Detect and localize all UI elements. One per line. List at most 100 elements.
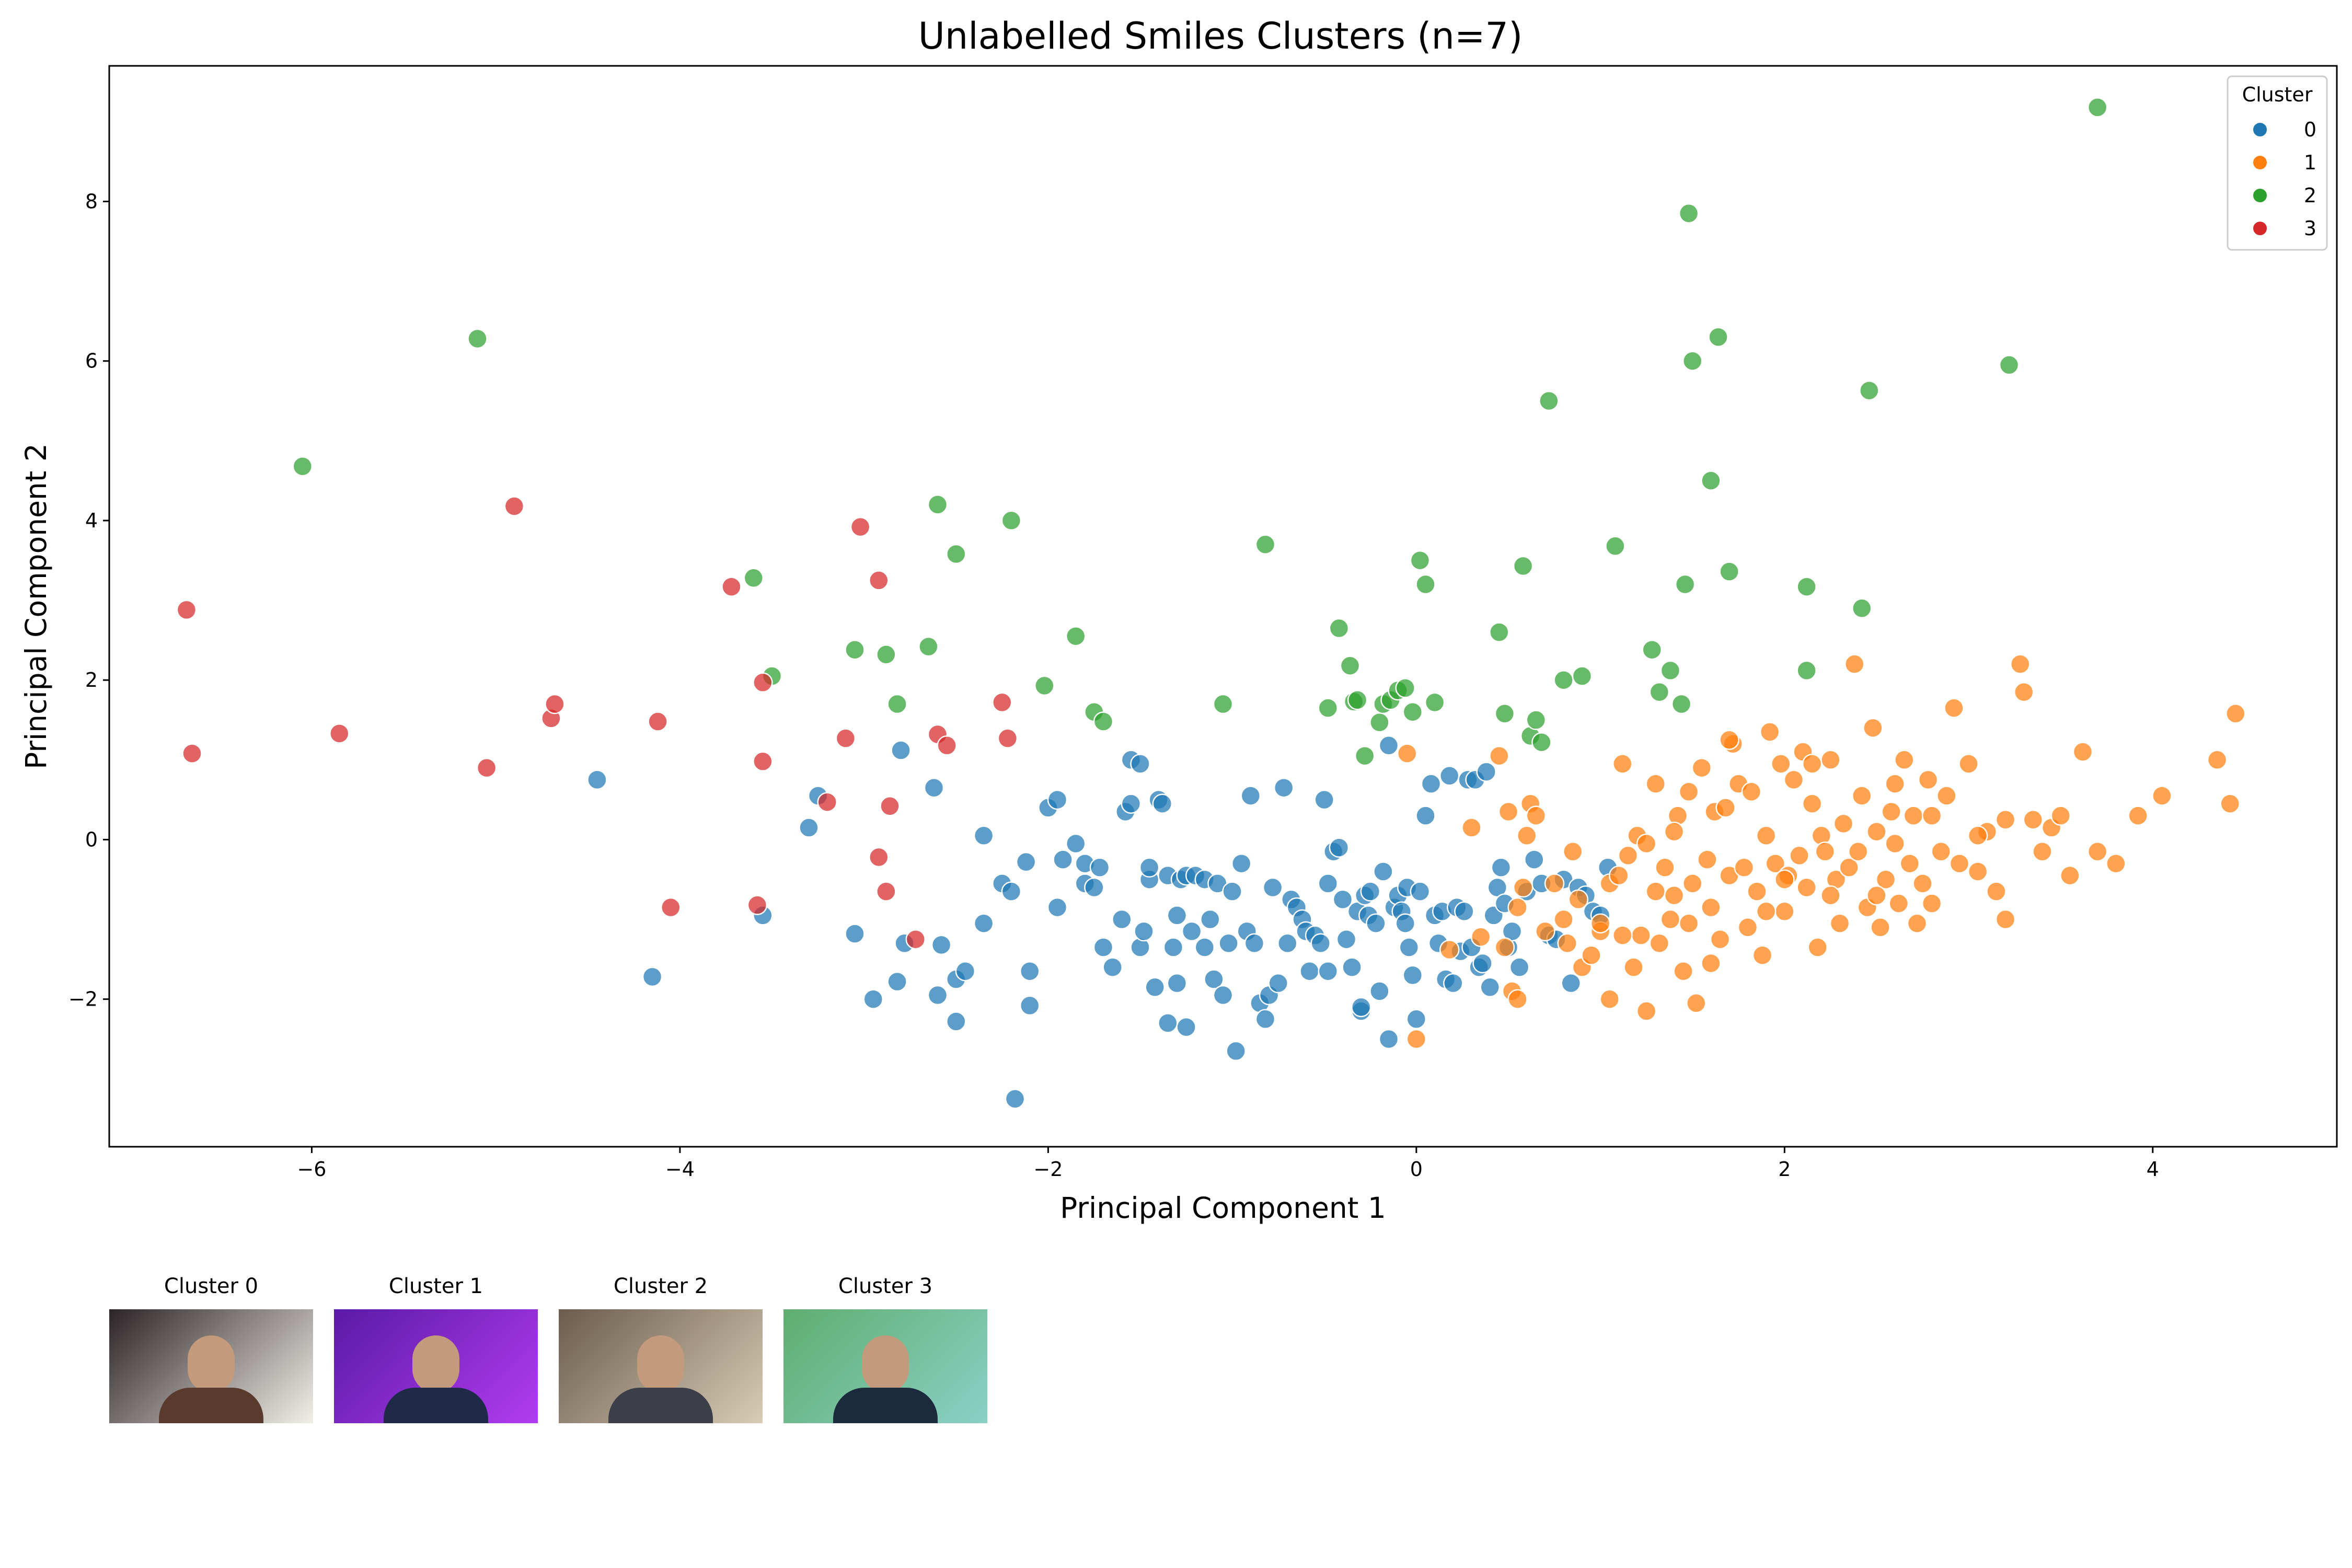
data-point-cluster-2 (1678, 203, 1699, 224)
data-point-cluster-0 (1204, 969, 1224, 989)
data-point-cluster-2 (1347, 690, 1368, 710)
data-point-cluster-1 (2152, 786, 2172, 806)
data-point-cluster-0 (1200, 909, 1220, 930)
data-point-cluster-1 (1833, 813, 1854, 834)
data-point-cluster-1 (1691, 757, 1712, 778)
y-tick-label: −2 (68, 988, 98, 1011)
data-point-cluster-1 (2060, 865, 2080, 886)
data-point-cluster-0 (1360, 881, 1381, 902)
x-tick-label: −6 (297, 1158, 326, 1181)
x-tick-label: −2 (1033, 1158, 1063, 1181)
data-point-cluster-1 (1498, 801, 1519, 822)
data-point-cluster-1 (1494, 937, 1515, 958)
data-point-cluster-1 (1771, 754, 1791, 774)
data-point-cluster-0 (1421, 774, 1442, 794)
data-point-cluster-3 (747, 895, 768, 915)
data-point-cluster-1 (1557, 933, 1577, 954)
data-point-cluster-1 (1885, 833, 1905, 854)
data-point-cluster-0 (1112, 909, 1132, 930)
data-point-cluster-1 (1439, 939, 1460, 960)
data-point-cluster-0 (1332, 889, 1353, 910)
data-point-cluster-2 (1531, 732, 1552, 753)
data-point-cluster-3 (753, 751, 773, 772)
plot-frame (108, 65, 2338, 1148)
data-point-cluster-1 (1752, 945, 1773, 965)
data-point-cluster-2 (1605, 536, 1625, 557)
data-point-cluster-1 (1612, 925, 1633, 946)
data-point-cluster-0 (1443, 973, 1463, 994)
data-point-cluster-1 (1636, 1001, 1657, 1021)
data-point-cluster-0 (1167, 973, 1187, 994)
legend-items: 0 1 2 3 (2252, 118, 2316, 240)
data-point-cluster-2 (1340, 655, 1361, 676)
data-point-cluster-0 (1181, 921, 1202, 942)
data-point-cluster-0 (1262, 877, 1283, 898)
data-point-cluster-1 (1807, 937, 1828, 958)
data-point-cluster-1 (1783, 769, 1804, 790)
data-point-cluster-1 (1802, 754, 1823, 774)
x-tick-label: 2 (1778, 1158, 1791, 1181)
data-point-cluster-2 (743, 568, 764, 589)
data-point-cluster-0 (1005, 1089, 1025, 1109)
data-point-cluster-0 (1213, 985, 1233, 1006)
thumbnail-image-cluster-1 (334, 1309, 538, 1423)
data-point-cluster-0 (1218, 933, 1239, 954)
data-point-cluster-0 (1152, 793, 1173, 814)
data-point-cluster-0 (1084, 877, 1104, 898)
points-layer (176, 97, 2246, 1109)
data-point-cluster-0 (1476, 762, 1496, 782)
thumbnail-person-body (608, 1388, 713, 1423)
thumbnail-title-cluster-1: Cluster 1 (388, 1274, 483, 1298)
data-point-cluster-3 (997, 728, 1018, 748)
y-axis-ticks: −2 0 2 4 6 8 (68, 190, 109, 1011)
data-point-cluster-0 (1310, 933, 1331, 954)
data-point-cluster-0 (1268, 973, 1288, 994)
data-point-cluster-0 (1255, 1009, 1276, 1030)
data-point-cluster-0 (1001, 881, 1022, 902)
y-tick-label: 0 (85, 828, 98, 851)
data-point-cluster-0 (1402, 965, 1423, 986)
data-point-cluster-1 (1958, 754, 1979, 774)
data-point-cluster-0 (1509, 957, 1530, 977)
data-point-cluster-0 (1158, 1013, 1178, 1033)
data-point-cluster-3 (176, 599, 197, 620)
data-point-cluster-2 (1526, 710, 1547, 730)
data-point-cluster-3 (937, 735, 957, 756)
data-point-cluster-1 (1820, 750, 1841, 770)
data-point-cluster-2 (1369, 712, 1390, 733)
data-point-cluster-1 (1888, 893, 1909, 914)
data-point-cluster-3 (869, 570, 889, 591)
y-tick-label: 8 (85, 190, 98, 213)
data-point-cluster-0 (1439, 766, 1460, 786)
data-point-cluster-0 (924, 777, 944, 798)
thumbnail-person-head (637, 1335, 684, 1393)
data-point-cluster-0 (1410, 881, 1431, 902)
data-point-cluster-0 (799, 817, 819, 838)
data-point-cluster-1 (1944, 698, 1964, 718)
legend-label-3: 3 (2304, 217, 2316, 240)
data-point-cluster-2 (1415, 574, 1436, 595)
x-axis-label: Principal Component 1 (1060, 1191, 1386, 1225)
data-point-cluster-2 (2087, 97, 2108, 118)
data-point-cluster-1 (1921, 805, 1942, 826)
data-point-cluster-0 (1351, 997, 1371, 1018)
data-point-cluster-1 (1759, 722, 1780, 742)
data-point-cluster-0 (1194, 937, 1215, 958)
data-point-cluster-2 (1682, 351, 1703, 371)
data-point-cluster-1 (1526, 805, 1547, 826)
data-point-cluster-1 (1756, 901, 1777, 922)
data-point-cluster-3 (661, 897, 681, 918)
legend-label-2: 2 (2304, 184, 2316, 207)
data-point-cluster-1 (1839, 857, 1859, 878)
data-point-cluster-2 (1796, 660, 1817, 681)
data-point-cluster-1 (1581, 945, 1601, 965)
data-point-cluster-0 (891, 740, 911, 760)
data-point-cluster-3 (869, 847, 889, 868)
data-point-cluster-1 (1875, 869, 1896, 890)
data-point-cluster-1 (1599, 989, 1620, 1009)
data-point-cluster-2 (927, 494, 948, 515)
data-point-cluster-1 (1747, 881, 1767, 902)
data-point-cluster-1 (1848, 841, 1869, 862)
data-point-cluster-0 (1226, 1041, 1246, 1062)
